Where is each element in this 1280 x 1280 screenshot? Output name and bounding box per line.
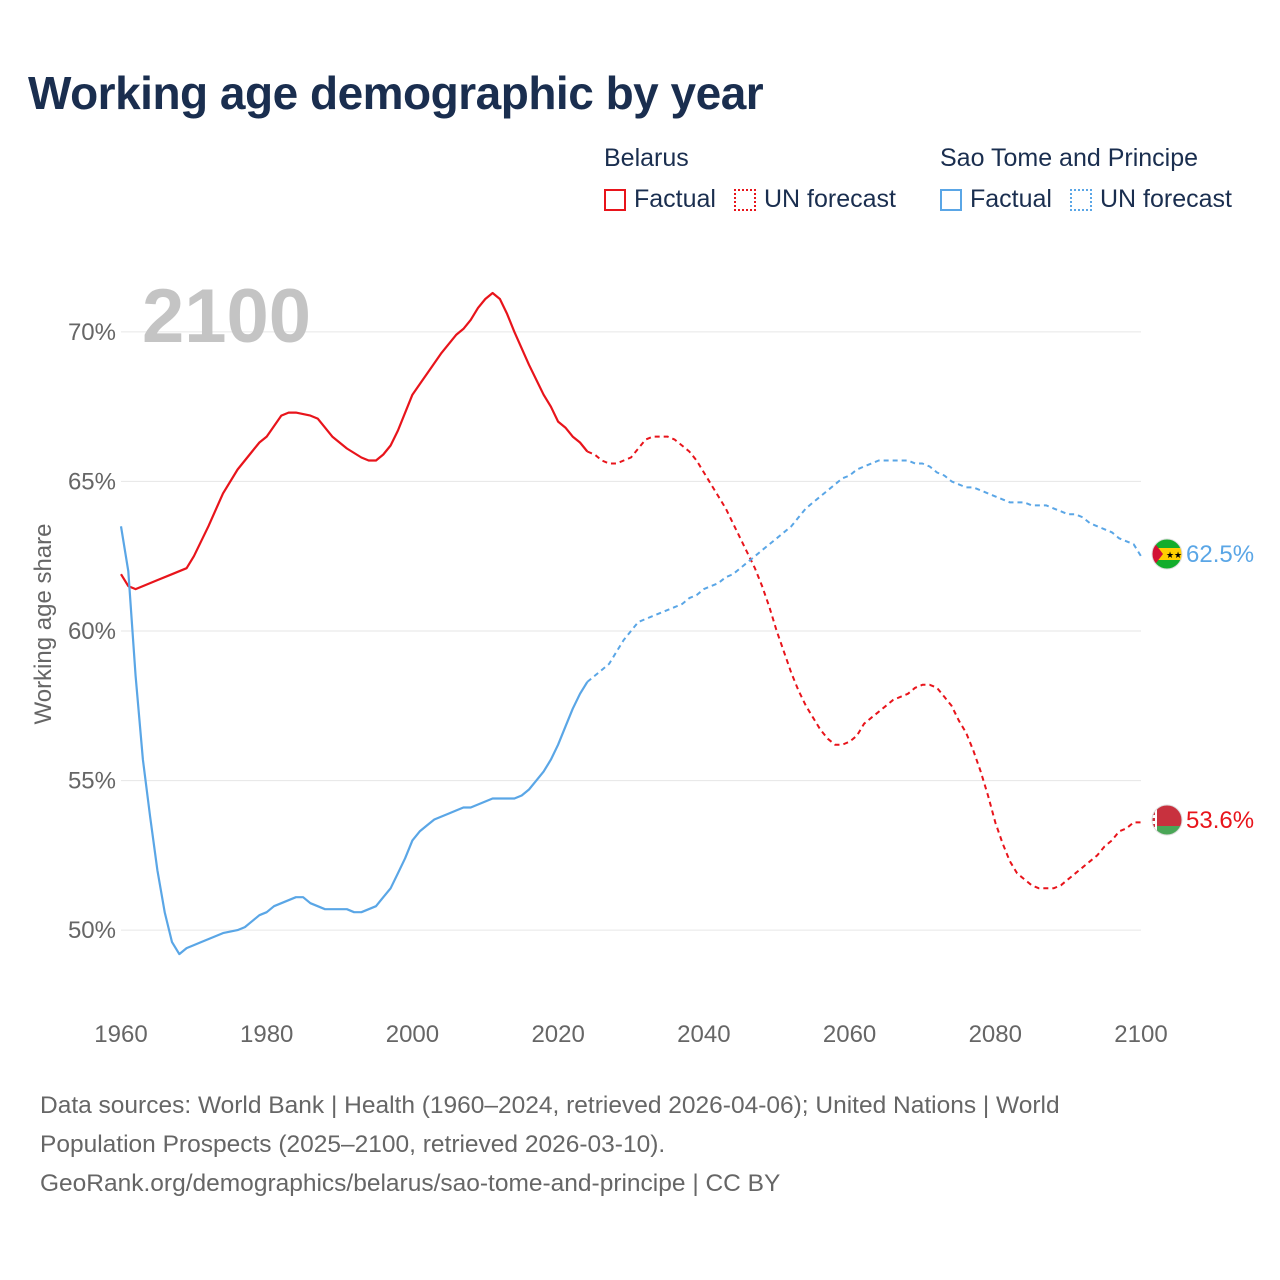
end-label-sao-tome: 62.5% <box>1186 541 1254 568</box>
x-axis-ticks: 1960 1980 2000 2020 2040 2060 2080 2100 <box>94 1021 1167 1048</box>
year-watermark: 2100 <box>142 274 311 359</box>
footer-line: Population Prospects (2025–2100, retriev… <box>40 1131 666 1158</box>
legend-label: Factual <box>970 185 1052 213</box>
legend-belarus-forecast[interactable]: UN forecast <box>733 185 896 214</box>
data-source-footer: Data sources: World Bank | Health (1960–… <box>40 1086 1240 1203</box>
legend-swatch-dotted <box>1069 188 1092 211</box>
x-tick-label: 2100 <box>1114 1021 1167 1048</box>
y-tick-label: 50% <box>68 917 116 944</box>
legend-swatch-solid <box>604 188 626 211</box>
x-tick-label: 1980 <box>240 1021 293 1048</box>
footer-line[interactable]: GeoRank.org/demographics/belarus/sao-tom… <box>40 1170 781 1197</box>
y-tick-label: 55% <box>68 768 116 795</box>
svg-text:★: ★ <box>1166 551 1174 561</box>
legend-group-belarus: Belarus Factual UN forecast <box>604 144 914 214</box>
x-tick-label: 2080 <box>969 1021 1022 1048</box>
y-axis-label: Working age share <box>30 524 57 725</box>
series-line-belarus-forecast[interactable] <box>586 435 1141 890</box>
x-tick-label: 2040 <box>677 1021 730 1048</box>
series-line-sao-tome-and-principe-forecast[interactable] <box>586 459 1142 683</box>
legend-sao-tome-forecast[interactable]: UN forecast <box>1069 185 1232 214</box>
sao-tome-flag-icon: ★ ★ <box>1152 539 1182 569</box>
legend-swatch-solid <box>940 188 962 211</box>
x-tick-label: 2060 <box>823 1021 876 1048</box>
line-chart: 2100 50% 55% 60% 65% 70% 1960 1980 2000 2020 204… <box>30 274 1254 1048</box>
legend-label: Factual <box>634 185 716 213</box>
legend-belarus-factual[interactable]: Factual <box>604 185 716 214</box>
y-tick-label: 70% <box>68 319 116 346</box>
legend-sao-tome-factual[interactable]: Factual <box>940 185 1052 214</box>
end-label-belarus: 53.6% <box>1186 807 1254 834</box>
chart-title: Working age demographic by year <box>28 67 764 119</box>
legend-group-label: Belarus <box>604 144 689 172</box>
x-tick-label: 2020 <box>531 1021 584 1048</box>
footer-line: Data sources: World Bank | Health (1960–… <box>40 1092 1060 1119</box>
legend-group-label: Sao Tome and Principe <box>940 144 1199 172</box>
y-tick-label: 65% <box>68 468 116 495</box>
series-line-sao-tome-and-principe-factual[interactable] <box>119 526 589 956</box>
legend-swatch-dotted <box>733 188 756 211</box>
y-axis-ticks: 50% 55% 60% 65% 70% <box>68 319 116 944</box>
belarus-flag-icon <box>1152 805 1182 835</box>
series-line-belarus-factual[interactable] <box>120 291 589 591</box>
legend-group-sao-tome: Sao Tome and Principe Factual UN forecas… <box>940 144 1250 214</box>
grid-lines <box>121 331 1141 931</box>
y-tick-label: 60% <box>68 618 116 645</box>
legend-label: UN forecast <box>1099 185 1232 213</box>
svg-text:★: ★ <box>1174 551 1182 561</box>
legend-label: UN forecast <box>763 185 896 213</box>
series-layer <box>119 291 1142 956</box>
x-tick-label: 1960 <box>94 1021 147 1048</box>
x-tick-label: 2000 <box>386 1021 439 1048</box>
